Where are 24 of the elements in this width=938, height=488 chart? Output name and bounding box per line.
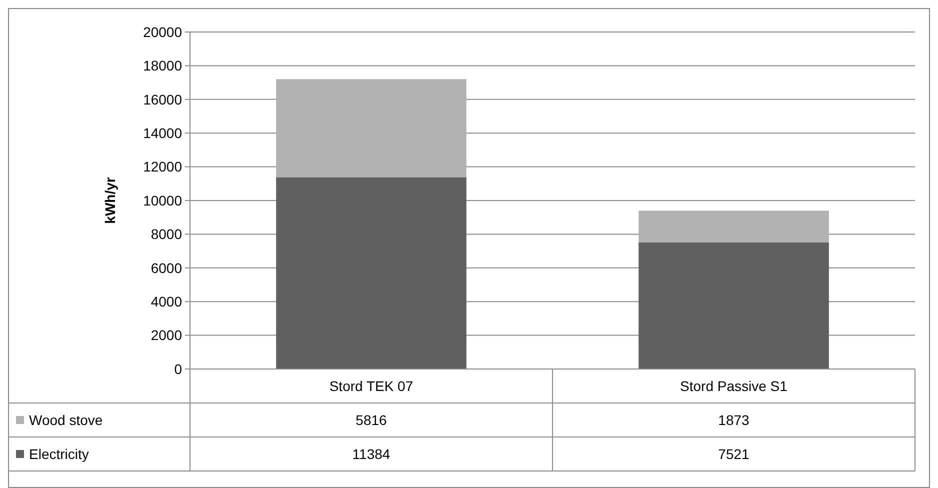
y-tick-label: 12000 bbox=[143, 158, 182, 175]
y-tick-label: 8000 bbox=[150, 226, 182, 242]
bar bbox=[638, 210, 829, 242]
x-tick-label: Stord Passive S1 bbox=[680, 378, 788, 394]
legend-label: Wood stove bbox=[29, 412, 103, 428]
y-tick-label: 10000 bbox=[143, 192, 182, 208]
bar bbox=[276, 79, 466, 178]
y-tick-label: 2000 bbox=[150, 327, 182, 344]
legend-label: Electricity bbox=[29, 446, 89, 462]
y-axis-title: kWh/yr bbox=[102, 176, 118, 224]
y-tick-label: 18000 bbox=[143, 58, 182, 74]
bar bbox=[638, 242, 829, 369]
x-tick-label: Stord TEK 07 bbox=[329, 378, 414, 394]
y-tick-label: 6000 bbox=[150, 260, 182, 276]
data-label: 5816 bbox=[356, 412, 388, 428]
data-label: 7521 bbox=[718, 446, 750, 462]
y-tick-label: 4000 bbox=[150, 294, 182, 310]
bar bbox=[276, 177, 466, 369]
data-label: 1873 bbox=[718, 412, 750, 428]
y-tick-label: 0 bbox=[174, 360, 182, 377]
y-tick-label: 14000 bbox=[143, 125, 182, 141]
y-tick-label: 20000 bbox=[143, 24, 182, 40]
y-tick-label: 16000 bbox=[143, 91, 182, 108]
data-label: 11384 bbox=[352, 446, 390, 462]
